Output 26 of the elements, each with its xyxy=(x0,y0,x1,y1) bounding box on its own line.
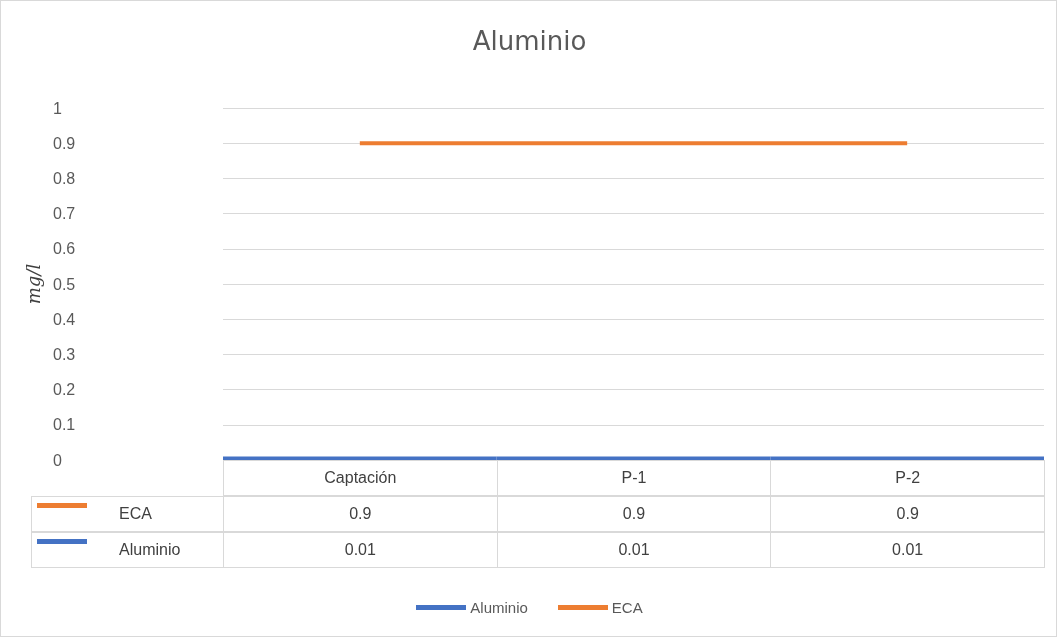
y-tick-label: 0.3 xyxy=(53,345,76,363)
data-label: 0.9 xyxy=(496,496,772,532)
y-tick-label: 0.9 xyxy=(53,134,76,152)
legend-label: ECA xyxy=(31,496,224,532)
y-axis-title: mg/l xyxy=(22,263,44,305)
data-label: 0.9 xyxy=(770,496,1045,532)
y-tick-label: 1 xyxy=(53,99,62,117)
data-label: 0.01 xyxy=(496,532,772,568)
y-tick-label: 0.2 xyxy=(53,381,76,399)
y-tick-label: 0.5 xyxy=(53,275,76,293)
data-label: 0.9 xyxy=(223,496,498,532)
y-tick-label: 0 xyxy=(53,451,62,469)
legend-label: Aluminio xyxy=(31,532,224,568)
x-tick-label: P-1 xyxy=(496,460,772,496)
x-tick-label: P-2 xyxy=(770,460,1045,496)
data-label: 0.01 xyxy=(770,532,1045,568)
x-tick-label: Captación xyxy=(223,460,498,496)
text: Aluminio xyxy=(470,599,528,616)
y-tick-label: 0.8 xyxy=(53,169,76,187)
y-tick-label: 0.7 xyxy=(53,205,76,223)
text: ECA xyxy=(611,599,643,616)
y-tick-label: 0.1 xyxy=(53,416,76,434)
chart-title: Aluminio xyxy=(472,26,587,56)
y-tick-label: 0.6 xyxy=(53,240,76,258)
data-label: 0.01 xyxy=(223,532,498,568)
y-tick-label: 0.4 xyxy=(53,310,76,328)
